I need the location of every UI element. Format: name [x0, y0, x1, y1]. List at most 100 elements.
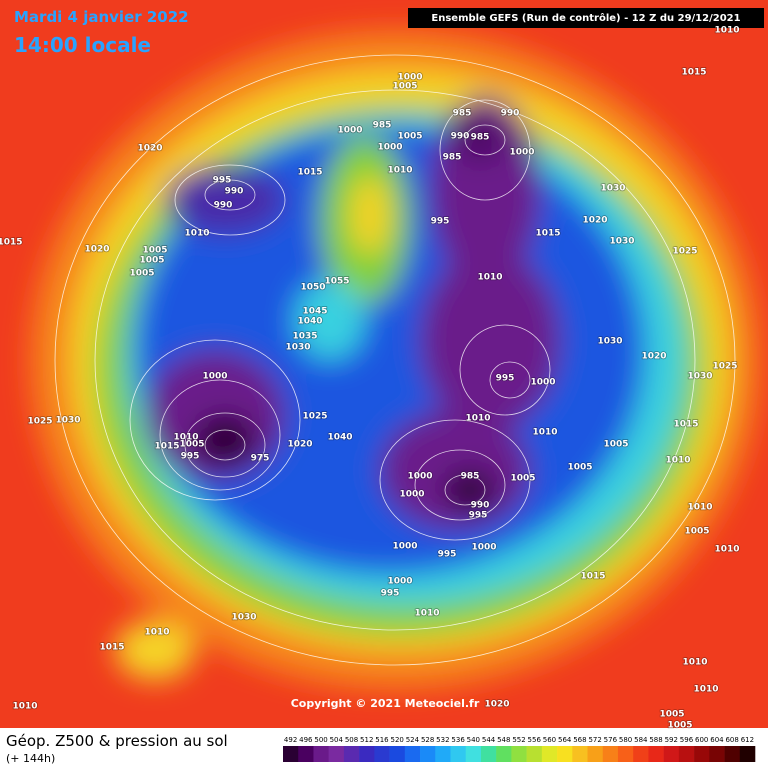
- scale-label: 584: [634, 736, 648, 744]
- scale-label: 512: [360, 736, 373, 744]
- isobar-label: 1015: [580, 572, 605, 582]
- isobar-label: 1000: [407, 472, 432, 482]
- isobar-label: 975: [251, 454, 270, 464]
- isobar-label: 1030: [55, 416, 80, 426]
- run-banner: [408, 8, 764, 28]
- isobar-label: 1005: [139, 256, 164, 266]
- isobar-label: 990: [451, 132, 470, 142]
- scale-cell: [298, 746, 314, 762]
- isobar-label: 1020: [484, 700, 509, 710]
- isobar-label: 1000: [202, 372, 227, 382]
- scale-label: 572: [588, 736, 601, 744]
- scale-cell: [450, 746, 467, 762]
- isobar-label: 1010: [687, 503, 712, 513]
- scale-cell: [633, 746, 649, 762]
- isobar-label: 1020: [287, 440, 312, 450]
- copyright: Copyright © 2021 Meteociel.fr: [291, 697, 480, 710]
- isobar-label: 1025: [712, 362, 737, 372]
- scale-cell: [572, 746, 588, 762]
- isobar-label: 985: [443, 153, 462, 163]
- scale-cell: [694, 746, 710, 762]
- scale-label: 612: [741, 736, 754, 744]
- scale-cell: [617, 746, 634, 762]
- isobar-label: 1010: [665, 456, 690, 466]
- isobar-label: 1030: [609, 237, 634, 247]
- scale-label: 516: [375, 736, 389, 744]
- isobar-label: 1040: [297, 317, 322, 327]
- map-field: [0, 0, 768, 728]
- isobar-label: 1015: [535, 229, 560, 239]
- scale-label: 600: [695, 736, 708, 744]
- scale-label: 528: [421, 736, 434, 744]
- isobar-label: 1055: [324, 277, 349, 287]
- scale-cell: [404, 746, 421, 762]
- isobar-label: 1005: [129, 269, 154, 279]
- scale-cell: [480, 746, 497, 762]
- isobar-label: 985: [373, 121, 392, 131]
- scale-label: 544: [482, 736, 496, 744]
- isobar-label: 1025: [302, 412, 327, 422]
- isobar-label: 1005: [659, 710, 684, 720]
- isobar-label: 1020: [137, 144, 162, 154]
- isobar-label: 1010: [173, 433, 198, 443]
- isobar-label: 995: [496, 374, 515, 384]
- scale-label: 520: [391, 736, 404, 744]
- isobar-label: 1015: [154, 442, 179, 452]
- isobar-label: 1035: [292, 332, 317, 342]
- scale-label: 500: [314, 736, 327, 744]
- scale-cell: [724, 746, 741, 762]
- scale-label: 588: [649, 736, 662, 744]
- scale-label: 556: [528, 736, 542, 744]
- scale-label: 492: [284, 736, 297, 744]
- isobar-label: 1000: [392, 542, 417, 552]
- isobar-label: 1005: [510, 474, 535, 484]
- run-info: Ensemble GEFS (Run de contrôle) - 12 Z d…: [431, 12, 740, 24]
- isobar-label: 1020: [641, 352, 666, 362]
- isobar-label: 1010: [12, 702, 37, 712]
- isobar-label: 1000: [399, 490, 424, 500]
- scale-label: 536: [451, 736, 465, 744]
- isobar-label: 1010: [714, 545, 739, 555]
- isobar-label: 1020: [582, 216, 607, 226]
- scale-cell: [374, 746, 390, 762]
- scale-cell: [283, 746, 299, 762]
- local-time: 14:00 locale: [14, 33, 151, 57]
- scale-cell: [343, 746, 360, 762]
- isobar-label: 995: [181, 452, 200, 462]
- scale-cell: [435, 746, 451, 762]
- isobar-label: 995: [469, 511, 488, 521]
- isobar-label: 1000: [509, 148, 534, 158]
- isobar-label: 1010: [532, 428, 557, 438]
- isobar-label: 1010: [477, 273, 502, 283]
- isobar-label: 1010: [465, 414, 490, 424]
- scale-cell: [511, 746, 527, 762]
- scale-cell: [328, 746, 345, 762]
- isobar-label: 985: [453, 109, 472, 119]
- isobar-label: 1020: [84, 245, 109, 255]
- isobar-label: 995: [213, 176, 232, 186]
- isobar-label: 1000: [337, 126, 362, 136]
- isobar-label: 1000: [377, 143, 402, 153]
- isobar-label: 990: [225, 187, 244, 197]
- isobar-label: 1010: [184, 229, 209, 239]
- isobar-label: 1030: [687, 372, 712, 382]
- scale-label: 504: [330, 736, 344, 744]
- isobar-label: 990: [471, 501, 490, 511]
- scale-cell: [648, 746, 664, 762]
- isobar-label: 1010: [682, 658, 707, 668]
- scale-label: 560: [543, 736, 556, 744]
- isobar-label: 1005: [684, 527, 709, 537]
- footer-title: Géop. Z500 & pression au sol: [6, 732, 228, 750]
- isobar-label: 1010: [414, 609, 439, 619]
- isobar-label: 1010: [693, 685, 718, 695]
- date: Mardi 4 janvier 2022: [14, 8, 189, 26]
- isobar-label: 990: [501, 109, 520, 119]
- scale-label: 592: [665, 736, 678, 744]
- isobar-label: 1025: [672, 247, 697, 257]
- isobar-label: 1005: [567, 463, 592, 473]
- isobar-label: 1015: [673, 420, 698, 430]
- scale-label: 548: [497, 736, 510, 744]
- scale-cell: [465, 746, 482, 762]
